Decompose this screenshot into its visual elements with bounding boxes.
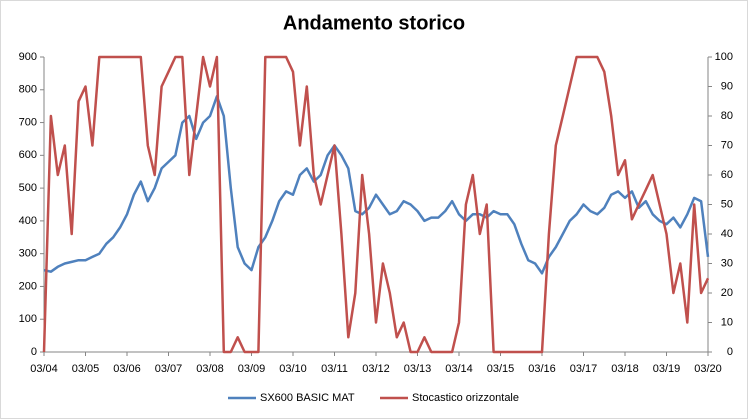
x-tick-label: 03/11 — [321, 363, 348, 375]
y-tick-label: 900 — [19, 51, 37, 63]
x-tick-label: 03/09 — [238, 363, 266, 375]
x-tick-label: 03/12 — [362, 363, 390, 375]
series-line — [43, 95, 710, 275]
x-tick-label: 03/10 — [279, 363, 307, 375]
y2-tick-label: 70 — [721, 139, 733, 151]
y2-tick-label: 30 — [721, 257, 733, 269]
series-line — [42, 55, 710, 354]
y-tick-label: 200 — [19, 280, 37, 292]
y-tick-label: 0 — [31, 346, 37, 358]
y-tick-label: 700 — [19, 116, 37, 128]
chart-title: Andamento storico — [283, 12, 465, 34]
y2-tick-label: 0 — [727, 346, 733, 358]
y-tick-label: 300 — [19, 248, 37, 260]
x-tick-label: 03/05 — [72, 363, 100, 375]
y2-tick-label: 80 — [721, 110, 733, 122]
legend-label: Stocastico orizzontale — [412, 392, 519, 404]
y-tick-label: 400 — [19, 215, 37, 227]
x-tick-label: 03/07 — [155, 363, 183, 375]
y-tick-label: 800 — [19, 84, 37, 96]
y2-tick-label: 60 — [721, 169, 733, 181]
x-tick-label: 03/14 — [445, 363, 473, 375]
y-tick-label: 100 — [19, 313, 37, 325]
y2-tick-label: 90 — [721, 80, 733, 92]
y2-tick-label: 20 — [721, 287, 733, 299]
x-tick-label: 03/20 — [694, 363, 722, 375]
y-tick-label: 600 — [19, 149, 37, 161]
x-tick-label: 03/08 — [196, 363, 224, 375]
x-tick-label: 03/15 — [487, 363, 515, 375]
y2-tick-label: 100 — [715, 51, 733, 63]
x-tick-label: 03/16 — [528, 363, 556, 375]
y2-tick-label: 40 — [721, 228, 733, 240]
x-tick-label: 03/06 — [113, 363, 141, 375]
legend-label: SX600 BASIC MAT — [260, 392, 355, 404]
x-tick-label: 03/04 — [30, 363, 58, 375]
x-tick-label: 03/17 — [570, 363, 598, 375]
y2-tick-label: 10 — [721, 316, 733, 328]
x-tick-label: 03/18 — [611, 363, 639, 375]
x-tick-label: 03/13 — [404, 363, 432, 375]
y-tick-label: 500 — [19, 182, 37, 194]
y2-tick-label: 50 — [721, 198, 733, 210]
x-tick-label: 03/19 — [653, 363, 681, 375]
